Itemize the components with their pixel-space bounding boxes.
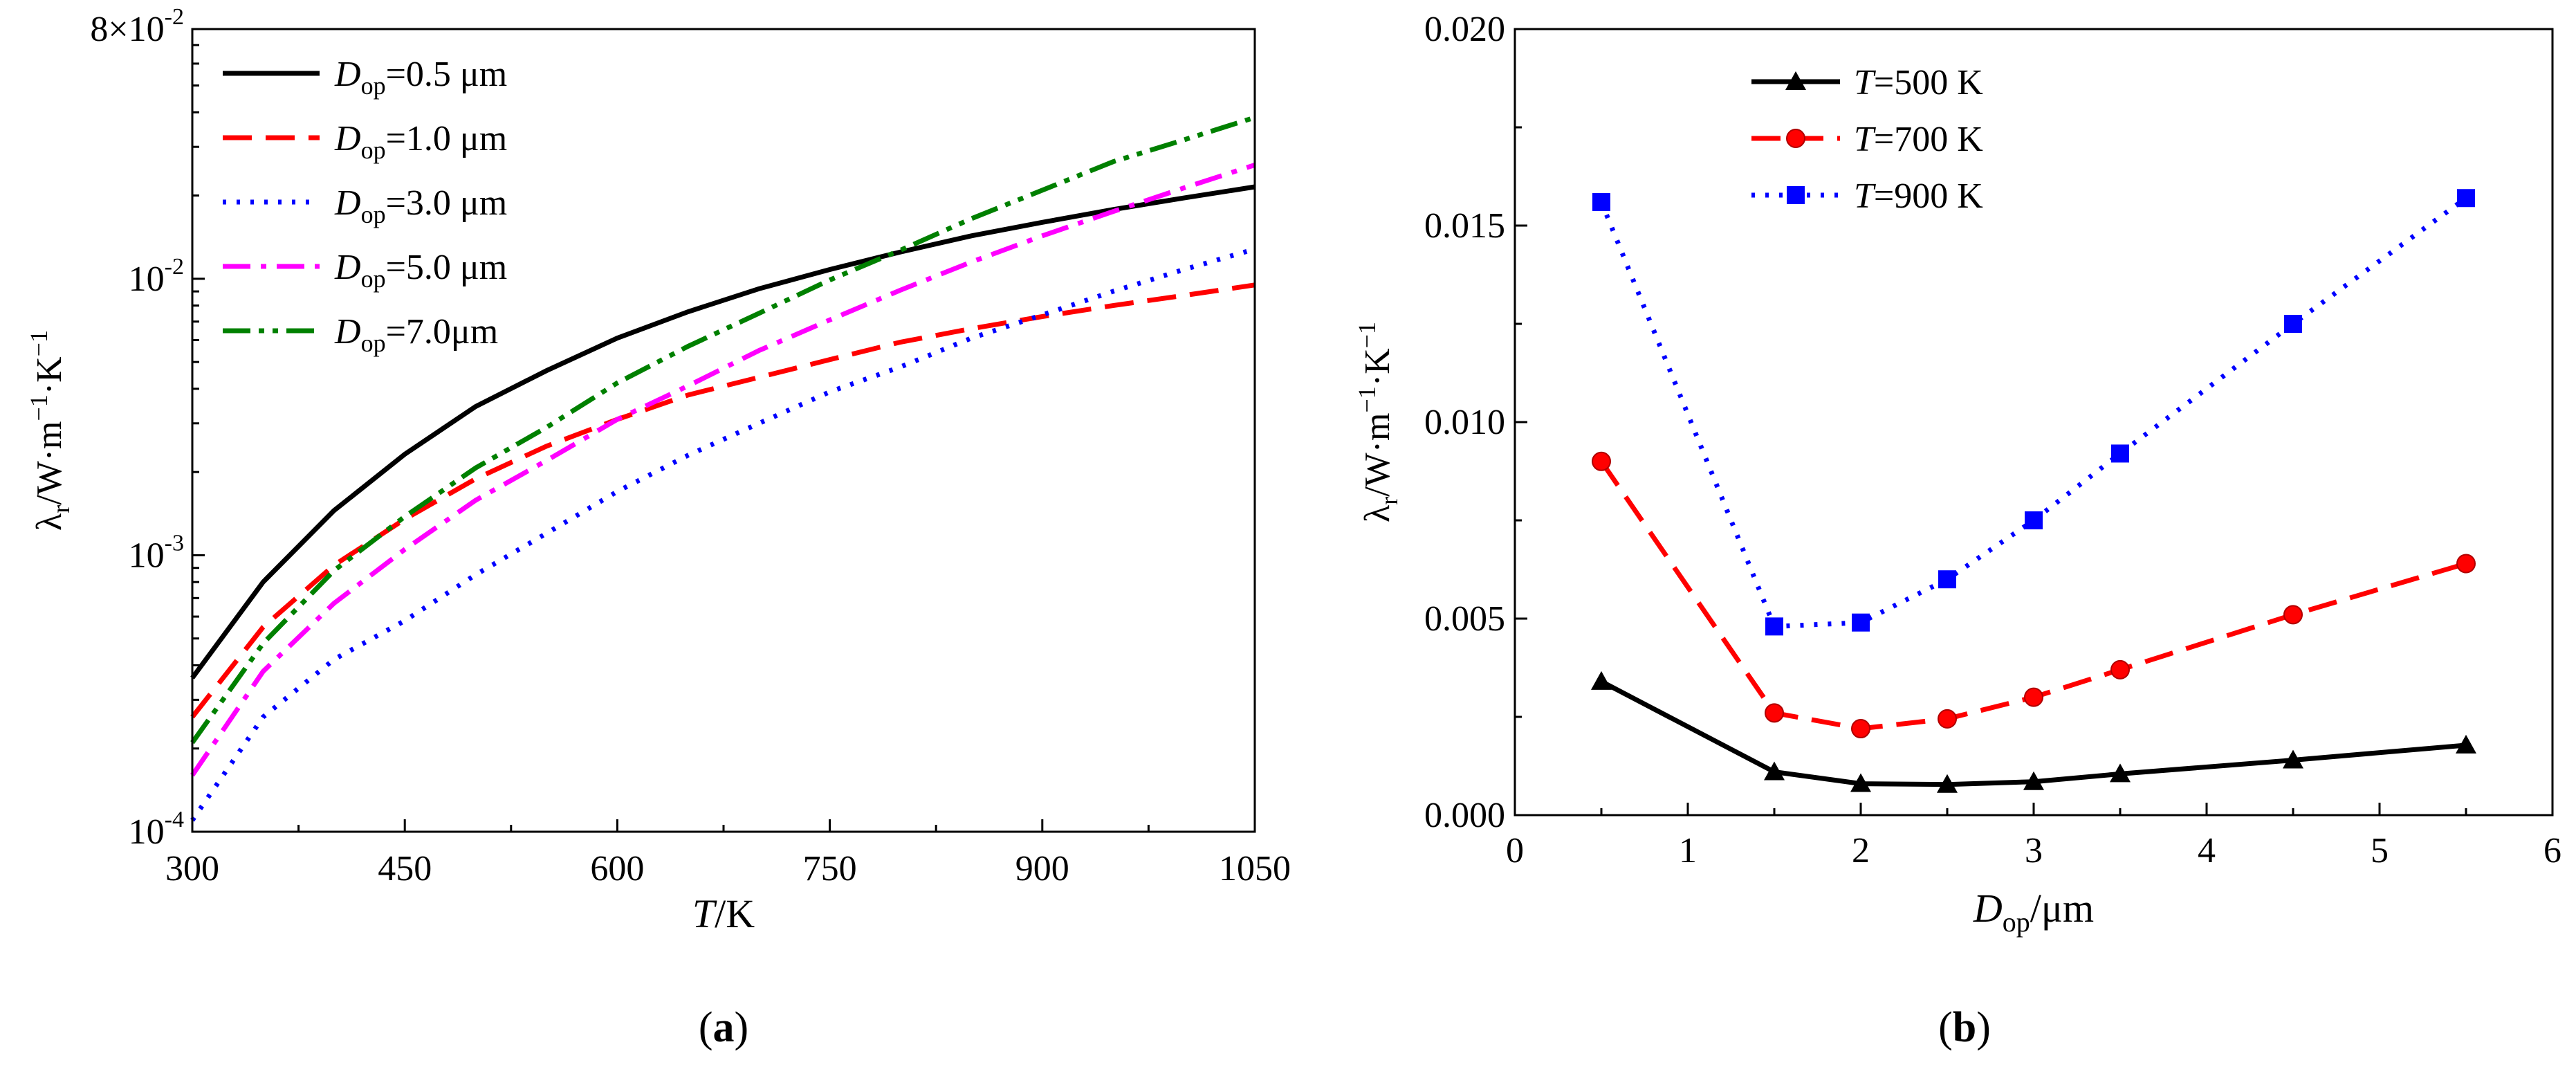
- data-point-2-4: [2025, 511, 2043, 529]
- x-tick-label: 1050: [1219, 849, 1291, 888]
- data-point-0-7: [2456, 734, 2476, 754]
- y-tick-label: 0.000: [1424, 796, 1505, 835]
- x-tick-label: 6: [2543, 831, 2561, 870]
- panel-caption: (a): [699, 1004, 748, 1051]
- x-tick-label: 600: [590, 849, 644, 888]
- x-tick-label: 1: [1679, 831, 1697, 870]
- data-point-0-2: [1850, 773, 1871, 792]
- data-point-1-5: [2110, 659, 2130, 680]
- x-tick-label: 5: [2371, 831, 2389, 870]
- data-point-0-3: [1937, 774, 1958, 793]
- data-point-0-6: [2283, 749, 2303, 769]
- series-line-2: [190, 246, 1255, 822]
- y-axis-label: λr/W·m−1·K−1: [25, 330, 75, 531]
- legend-label-1: T=700 K: [1854, 120, 1983, 159]
- chart-panel-b: 0 1 2 3 4 5 6 0.000 0.005 0.010 0.015 0.020 Dop/μm λr…: [1353, 10, 2561, 1051]
- x-tick-label: 450: [378, 849, 432, 888]
- series-line-2: [1599, 196, 2468, 630]
- legend-marker-0: [1785, 71, 1806, 90]
- y-tick-label: 10-2: [129, 254, 184, 299]
- legend-label-4: Dop=7.0μm: [334, 312, 498, 357]
- legend: Dop=0.5 μm Dop=1.0 μm Dop=3.0 μm Dop=5.0 μm…: [223, 55, 507, 357]
- y-tick-label: 0.010: [1424, 403, 1505, 442]
- legend-label-0: Dop=0.5 μm: [334, 55, 507, 100]
- data-point-1-7: [2456, 554, 2476, 574]
- y-tick-label: 0.015: [1424, 206, 1505, 246]
- x-tick-label: 300: [165, 849, 219, 888]
- data-point-2-2: [1852, 613, 1870, 632]
- data-point-0-4: [2023, 771, 2044, 790]
- data-point-2-1: [1765, 617, 1783, 636]
- chart-panel-a: 300 450 600 750 900 1050 10-4 10-3 10-2 8×10-2 T/K…: [25, 4, 1291, 1051]
- data-point-1-1: [1765, 703, 1784, 723]
- legend: T=500 K T=700 K T=900 K: [1751, 63, 1983, 216]
- x-tick-label: 4: [2198, 831, 2216, 870]
- x-tick-label: 900: [1015, 849, 1069, 888]
- x-tick-label: 3: [2025, 831, 2043, 870]
- data-point-2-5: [2111, 444, 2129, 463]
- panel-caption: (b): [1938, 1004, 1991, 1051]
- legend-marker-2: [1787, 186, 1805, 204]
- data-point-2-7: [2457, 189, 2475, 208]
- data-point-1-2: [1851, 719, 1870, 739]
- series-line-0: [190, 184, 1255, 680]
- data-point-0-0: [1591, 671, 1612, 690]
- y-tick-label: 0.005: [1424, 599, 1505, 639]
- data-point-2-6: [2284, 315, 2302, 333]
- y-tick-label: 0.020: [1424, 10, 1505, 49]
- series-line-4: [190, 115, 1256, 745]
- x-tick-label: 0: [1506, 831, 1524, 870]
- data-point-1-4: [2024, 687, 2043, 707]
- data-point-1-0: [1592, 451, 1611, 471]
- legend-label-3: Dop=5.0 μm: [334, 248, 507, 293]
- series-line-1: [1599, 459, 2467, 731]
- data-point-0-5: [2110, 763, 2131, 783]
- x-axis-label: T/K: [692, 891, 755, 936]
- y-tick-label: 8×10-2: [90, 4, 184, 49]
- series-line-1: [190, 282, 1255, 719]
- x-axis-label: Dop/μm: [1973, 886, 2094, 938]
- data-point-2-0: [1592, 192, 1610, 211]
- legend-label-0: T=500 K: [1854, 63, 1983, 102]
- data-point-2-3: [1938, 570, 1956, 589]
- data-point-0-1: [1764, 761, 1785, 781]
- y-tick-label: 10-4: [129, 807, 184, 852]
- x-tick-label: 750: [803, 849, 857, 888]
- series-line-0: [1600, 679, 2467, 787]
- y-tick-label: 10-3: [129, 530, 184, 575]
- data-point-1-3: [1938, 709, 1957, 729]
- legend-label-1: Dop=1.0 μm: [334, 119, 507, 164]
- legend-marker-1: [1786, 129, 1805, 148]
- y-axis-label: λr/W·m−1·K−1: [1353, 322, 1403, 522]
- data-point-1-6: [2283, 605, 2303, 625]
- x-tick-label: 2: [1852, 831, 1870, 870]
- legend-label-2: Dop=3.0 μm: [334, 183, 507, 228]
- legend-label-2: T=900 K: [1854, 176, 1983, 216]
